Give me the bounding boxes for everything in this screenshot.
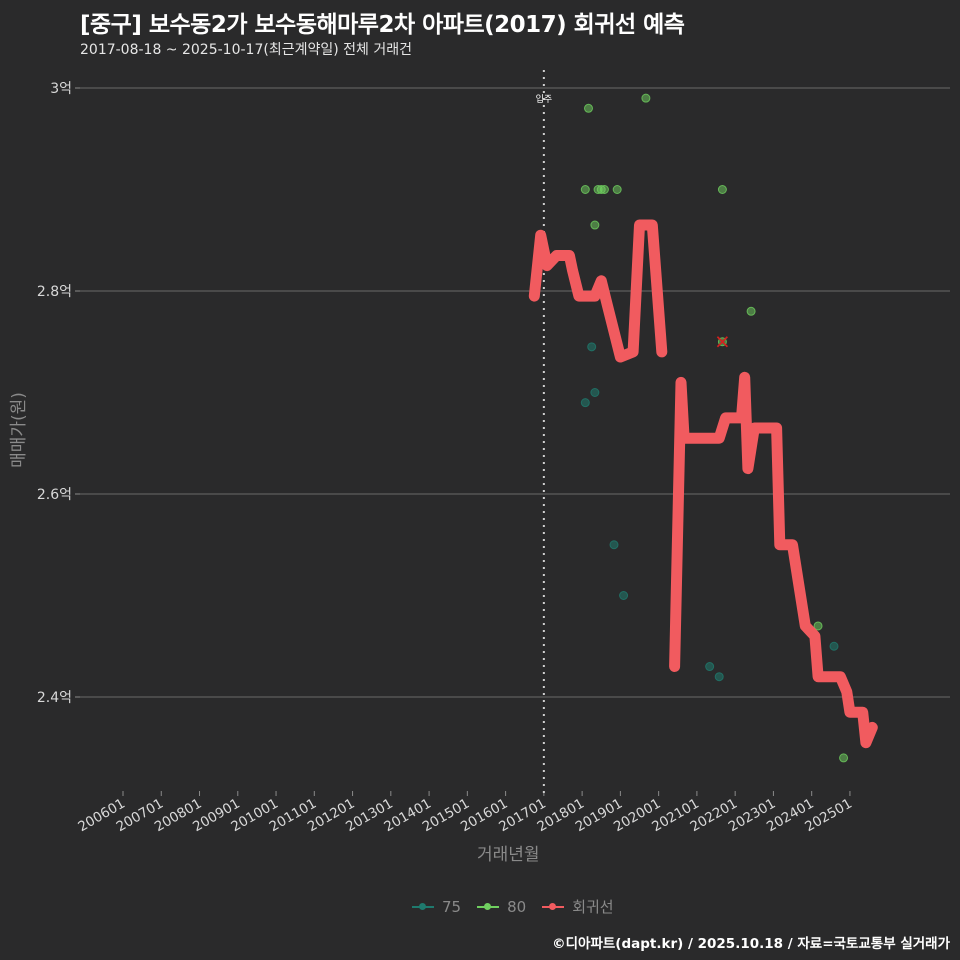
x-axis-ticks: 2006012007012008012009012010012011012012…	[75, 791, 855, 835]
data-point-75	[829, 641, 839, 651]
y-tick-label: 2.6억	[37, 487, 72, 503]
y-tick-label: 2.8억	[37, 284, 72, 300]
data-point-80	[580, 185, 590, 194]
data-point-80	[813, 621, 823, 631]
legend-item-regression[interactable]: 회귀선	[542, 896, 614, 917]
legend-key-80-icon	[477, 901, 500, 913]
legend-key-75-icon	[412, 901, 434, 913]
data-point-80	[746, 306, 756, 316]
data-point-75	[714, 672, 724, 682]
data-point-80	[583, 103, 593, 113]
legend-item-75[interactable]: 75	[412, 898, 461, 916]
data-point-75	[590, 388, 600, 397]
regression-line	[528, 219, 878, 749]
data-point-75	[580, 398, 590, 408]
move-in-annotation: 입주	[536, 93, 553, 105]
gridlines	[80, 87, 950, 698]
scatter-points	[580, 93, 849, 763]
data-point-75	[609, 540, 619, 550]
regression-path	[528, 219, 668, 363]
legend-label: 75	[442, 897, 462, 916]
legend-label: 회귀선	[572, 898, 614, 916]
y-axis-title: 매매가(원)	[9, 392, 29, 468]
data-point-80	[612, 185, 622, 194]
legend-key-regression-icon	[542, 901, 565, 913]
y-tick-label: 3억	[50, 81, 72, 97]
x-axis-title: 거래년월	[477, 845, 540, 865]
legend: 75 80 회귀선	[412, 896, 620, 917]
chart-subtitle: 2017-08-18 ~ 2025-10-17(최근계약일) 전체 거래건	[80, 42, 412, 58]
move-in-reference-line: 입주	[536, 70, 553, 796]
legend-label: 80	[507, 897, 527, 916]
y-axis-ticks: 3억 2.8억 2.6억 2.4억	[37, 81, 80, 706]
data-point-80	[641, 93, 651, 103]
y-tick-label: 2.4억	[37, 690, 72, 706]
data-point-80	[599, 185, 609, 194]
data-point-75	[587, 342, 597, 352]
legend-item-80[interactable]: 80	[477, 898, 526, 916]
chart-title: [중구] 보수동2가 보수동해마루2차 아파트(2017) 회귀선 예측	[80, 12, 685, 38]
regression-path	[669, 371, 878, 749]
data-point-75	[619, 591, 629, 600]
data-point-80	[839, 753, 849, 763]
data-point-80	[717, 185, 727, 194]
data-point-80	[590, 220, 600, 230]
footer-credit: ©디아파트(dapt.kr) / 2025.10.18 / 자료=국토교통부 실…	[552, 936, 950, 952]
data-point-75	[705, 662, 715, 672]
